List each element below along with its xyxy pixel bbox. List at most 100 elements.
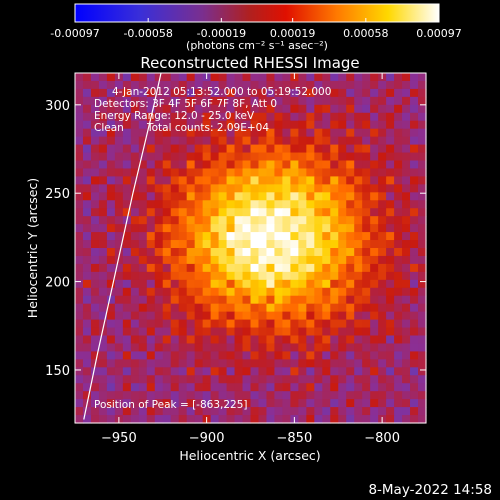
heatmap-cell bbox=[178, 351, 188, 360]
heatmap-cell bbox=[146, 375, 156, 384]
heatmap-cell bbox=[202, 327, 212, 337]
heatmap-cell bbox=[154, 184, 164, 193]
heatmap-cell bbox=[170, 152, 180, 162]
heatmap-cell bbox=[202, 375, 212, 384]
heatmap-cell bbox=[154, 200, 164, 209]
heatmap-cell bbox=[362, 287, 371, 297]
heatmap-cell bbox=[75, 224, 84, 233]
heatmap-cell bbox=[202, 279, 212, 289]
heatmap-cell bbox=[82, 224, 92, 233]
heatmap-cell bbox=[202, 295, 212, 305]
heatmap-cell bbox=[306, 200, 315, 209]
heatmap-cell bbox=[346, 399, 355, 408]
heatmap-cell bbox=[330, 200, 339, 209]
heatmap-cell bbox=[354, 168, 363, 178]
heatmap-cell bbox=[178, 415, 188, 424]
heatmap-cell bbox=[322, 303, 331, 313]
heatmap-cell bbox=[258, 152, 268, 162]
heatmap-cell bbox=[82, 319, 92, 329]
heatmap-cell bbox=[418, 192, 427, 201]
heatmap-cell bbox=[210, 224, 220, 233]
heatmap-cell bbox=[354, 319, 363, 329]
heatmap-cell bbox=[378, 168, 387, 178]
heatmap-cell bbox=[354, 208, 363, 217]
heatmap-cell bbox=[202, 367, 212, 376]
heatmap-cell bbox=[338, 327, 347, 337]
heatmap-cell bbox=[210, 208, 220, 217]
heatmap-cell bbox=[258, 104, 268, 114]
heatmap-cell bbox=[138, 327, 148, 337]
heatmap-cell bbox=[75, 144, 84, 154]
heatmap-cell bbox=[306, 271, 315, 281]
heatmap-cell bbox=[354, 104, 363, 114]
heatmap-cell bbox=[114, 120, 124, 130]
heatmap-cell bbox=[330, 335, 339, 345]
heatmap-cell bbox=[114, 311, 124, 321]
heatmap-cell bbox=[130, 224, 140, 233]
heatmap-cell bbox=[394, 120, 403, 130]
heatmap-cell bbox=[362, 176, 371, 185]
heatmap-cell bbox=[130, 208, 140, 217]
heatmap-cell bbox=[210, 255, 220, 265]
heatmap-cell bbox=[242, 255, 252, 265]
heatmap-cell bbox=[402, 168, 411, 178]
heatmap-cell bbox=[218, 263, 228, 273]
heatmap-cell bbox=[138, 128, 148, 138]
heatmap-cell bbox=[210, 375, 220, 384]
heatmap-cell bbox=[394, 80, 403, 90]
heatmap-cell bbox=[226, 176, 236, 185]
heatmap-cell bbox=[314, 287, 323, 297]
heatmap-cell bbox=[322, 351, 331, 360]
heatmap-cell bbox=[138, 208, 148, 217]
heatmap-cell bbox=[106, 367, 116, 376]
heatmap-cell bbox=[354, 295, 363, 305]
heatmap-cell bbox=[90, 343, 100, 353]
heatmap-cell bbox=[338, 248, 347, 257]
heatmap-cell bbox=[106, 295, 116, 305]
heatmap-cell bbox=[290, 240, 299, 249]
y-axis-label: Heliocentric Y (arcsec) bbox=[25, 178, 40, 318]
heatmap-cell bbox=[386, 128, 395, 138]
heatmap-cell bbox=[354, 73, 363, 82]
heatmap-cell bbox=[362, 216, 371, 225]
heatmap-cell bbox=[298, 271, 307, 281]
heatmap-cell bbox=[98, 200, 108, 209]
heatmap-cell bbox=[418, 271, 427, 281]
heatmap-cell bbox=[346, 136, 355, 146]
heatmap-cell bbox=[314, 128, 323, 138]
heatmap-cell bbox=[370, 351, 379, 360]
heatmap-cell bbox=[370, 160, 379, 170]
heatmap-cell bbox=[210, 295, 220, 305]
heatmap-cell bbox=[266, 88, 276, 98]
heatmap-cell bbox=[314, 184, 323, 193]
heatmap-cell bbox=[210, 168, 220, 178]
heatmap-cell bbox=[386, 383, 395, 392]
heatmap-cell bbox=[234, 216, 244, 225]
heatmap-cell bbox=[394, 224, 403, 233]
heatmap-cell bbox=[410, 367, 419, 376]
heatmap-cell bbox=[346, 271, 355, 281]
heatmap-cell bbox=[130, 319, 140, 329]
heatmap-cell bbox=[314, 415, 323, 424]
heatmap-cell bbox=[122, 112, 132, 122]
heatmap-cell bbox=[138, 375, 148, 384]
heatmap-cell bbox=[170, 279, 180, 289]
heatmap-cell bbox=[410, 343, 419, 353]
heatmap-cell bbox=[138, 255, 148, 265]
heatmap-cell bbox=[194, 144, 204, 154]
heatmap-cell bbox=[98, 255, 108, 265]
heatmap-cell bbox=[290, 255, 299, 265]
heatmap-cell bbox=[90, 319, 100, 329]
heatmap-cell bbox=[314, 335, 323, 345]
heatmap-cell bbox=[122, 168, 132, 178]
heatmap-cell bbox=[338, 407, 347, 416]
heatmap-cell bbox=[362, 359, 371, 368]
heatmap-cell bbox=[146, 263, 156, 273]
heatmap-cell bbox=[186, 287, 196, 297]
heatmap-cell bbox=[314, 240, 323, 249]
heatmap-cell bbox=[338, 120, 347, 130]
heatmap-cell bbox=[138, 136, 148, 146]
heatmap-cell bbox=[322, 73, 331, 82]
heatmap-cell bbox=[170, 335, 180, 345]
heatmap-cell bbox=[290, 367, 299, 376]
